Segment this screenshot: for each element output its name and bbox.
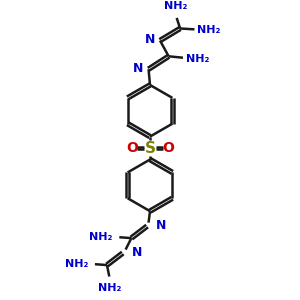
- Text: N: N: [133, 62, 143, 75]
- Text: N: N: [132, 246, 142, 259]
- Text: O: O: [126, 141, 138, 155]
- Text: S: S: [145, 141, 155, 156]
- Text: NH₂: NH₂: [197, 25, 221, 35]
- Text: NH₂: NH₂: [186, 54, 209, 64]
- Text: N: N: [145, 34, 155, 46]
- Text: NH₂: NH₂: [89, 232, 113, 242]
- Text: NH₂: NH₂: [98, 283, 122, 293]
- Text: N: N: [156, 219, 167, 232]
- Text: NH₂: NH₂: [65, 259, 88, 269]
- Text: O: O: [162, 141, 174, 155]
- Text: NH₂: NH₂: [164, 1, 188, 11]
